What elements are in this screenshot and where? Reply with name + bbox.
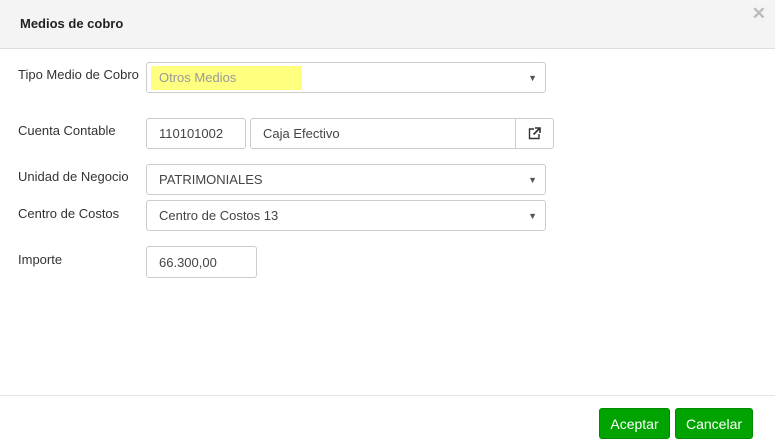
cancel-button[interactable]: Cancelar	[675, 408, 753, 439]
importe-input[interactable]: 66.300,00	[146, 246, 257, 278]
close-icon[interactable]: ✕	[751, 4, 766, 23]
dialog-title: Medios de cobro	[20, 16, 124, 31]
unidad-label: Unidad de Negocio	[18, 169, 129, 184]
external-link-button[interactable]	[515, 118, 554, 149]
dialog-header	[0, 0, 775, 49]
chevron-down-icon: ▼	[528, 210, 537, 221]
cuenta-code-input[interactable]: 110101002	[146, 118, 246, 149]
tipo-value: Otros Medios	[159, 70, 237, 85]
centro-value: Centro de Costos 13	[159, 208, 279, 223]
cuenta-label: Cuenta Contable	[18, 123, 116, 138]
chevron-down-icon: ▼	[528, 72, 537, 83]
external-link-icon	[528, 127, 541, 140]
unidad-select[interactable]: PATRIMONIALES ▼	[146, 164, 546, 195]
centro-select[interactable]: Centro de Costos 13 ▼	[146, 200, 546, 231]
importe-label: Importe	[18, 252, 63, 267]
highlight	[151, 66, 302, 90]
chevron-down-icon: ▼	[528, 174, 537, 185]
tipo-label: Tipo Medio de Cobro	[18, 67, 139, 82]
cuenta-name-input[interactable]: Caja Efectivo	[250, 118, 516, 149]
centro-label: Centro de Costos	[18, 206, 120, 221]
footer-divider	[0, 395, 775, 396]
tipo-select[interactable]: Otros Medios ▼	[146, 62, 546, 93]
accept-button[interactable]: Aceptar	[599, 408, 670, 439]
unidad-value: PATRIMONIALES	[159, 172, 263, 187]
